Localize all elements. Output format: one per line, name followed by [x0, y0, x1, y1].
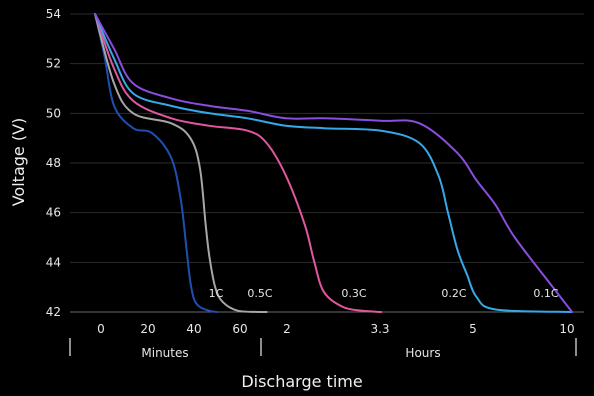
y-tick-label: 52 — [46, 57, 61, 71]
x-axis-title: Discharge time — [241, 372, 362, 391]
x-tick-label: 0 — [97, 322, 105, 336]
series-label: 0.1C — [533, 287, 558, 300]
series-line-0.5C — [94, 13, 268, 313]
y-tick-label: 54 — [46, 7, 61, 21]
x-group-label: Minutes — [141, 346, 188, 360]
x-tick-label: 2 — [283, 322, 291, 336]
y-tick-label: 50 — [46, 106, 61, 120]
y-tick-label: 46 — [46, 206, 61, 220]
x-tick-label: 20 — [140, 322, 155, 336]
x-tick-label: 3.3 — [370, 322, 389, 336]
series-line-1C — [94, 13, 219, 313]
y-tick-label: 42 — [46, 305, 61, 319]
y-tick-labels: 42 44 46 48 50 52 54 — [46, 7, 61, 319]
series-label: 0.5C — [247, 287, 272, 300]
series-line-0.3C — [94, 13, 383, 313]
x-group-axis: Minutes Hours — [69, 338, 577, 360]
series-lines — [94, 13, 573, 313]
x-tick-labels: 0 20 40 60 2 3.3 5 10 — [97, 322, 574, 336]
series-line-0.2C — [94, 13, 573, 313]
y-axis-title: Voltage (V) — [9, 118, 28, 207]
x-tick-label: 40 — [186, 322, 201, 336]
x-tick-label: 60 — [232, 322, 247, 336]
series-label: 0.3C — [341, 287, 366, 300]
y-tick-label: 48 — [46, 156, 61, 170]
x-tick-label: 10 — [559, 322, 574, 336]
y-tick-label: 44 — [46, 255, 61, 269]
series-label: 0.2C — [441, 287, 466, 300]
x-group-label: Hours — [405, 346, 440, 360]
series-labels: 1C 0.5C 0.3C 0.2C 0.1C — [209, 287, 559, 300]
grid-lines — [70, 13, 584, 313]
series-line-0.1C — [94, 13, 573, 313]
x-tick-label: 5 — [469, 322, 477, 336]
series-label: 1C — [209, 287, 224, 300]
